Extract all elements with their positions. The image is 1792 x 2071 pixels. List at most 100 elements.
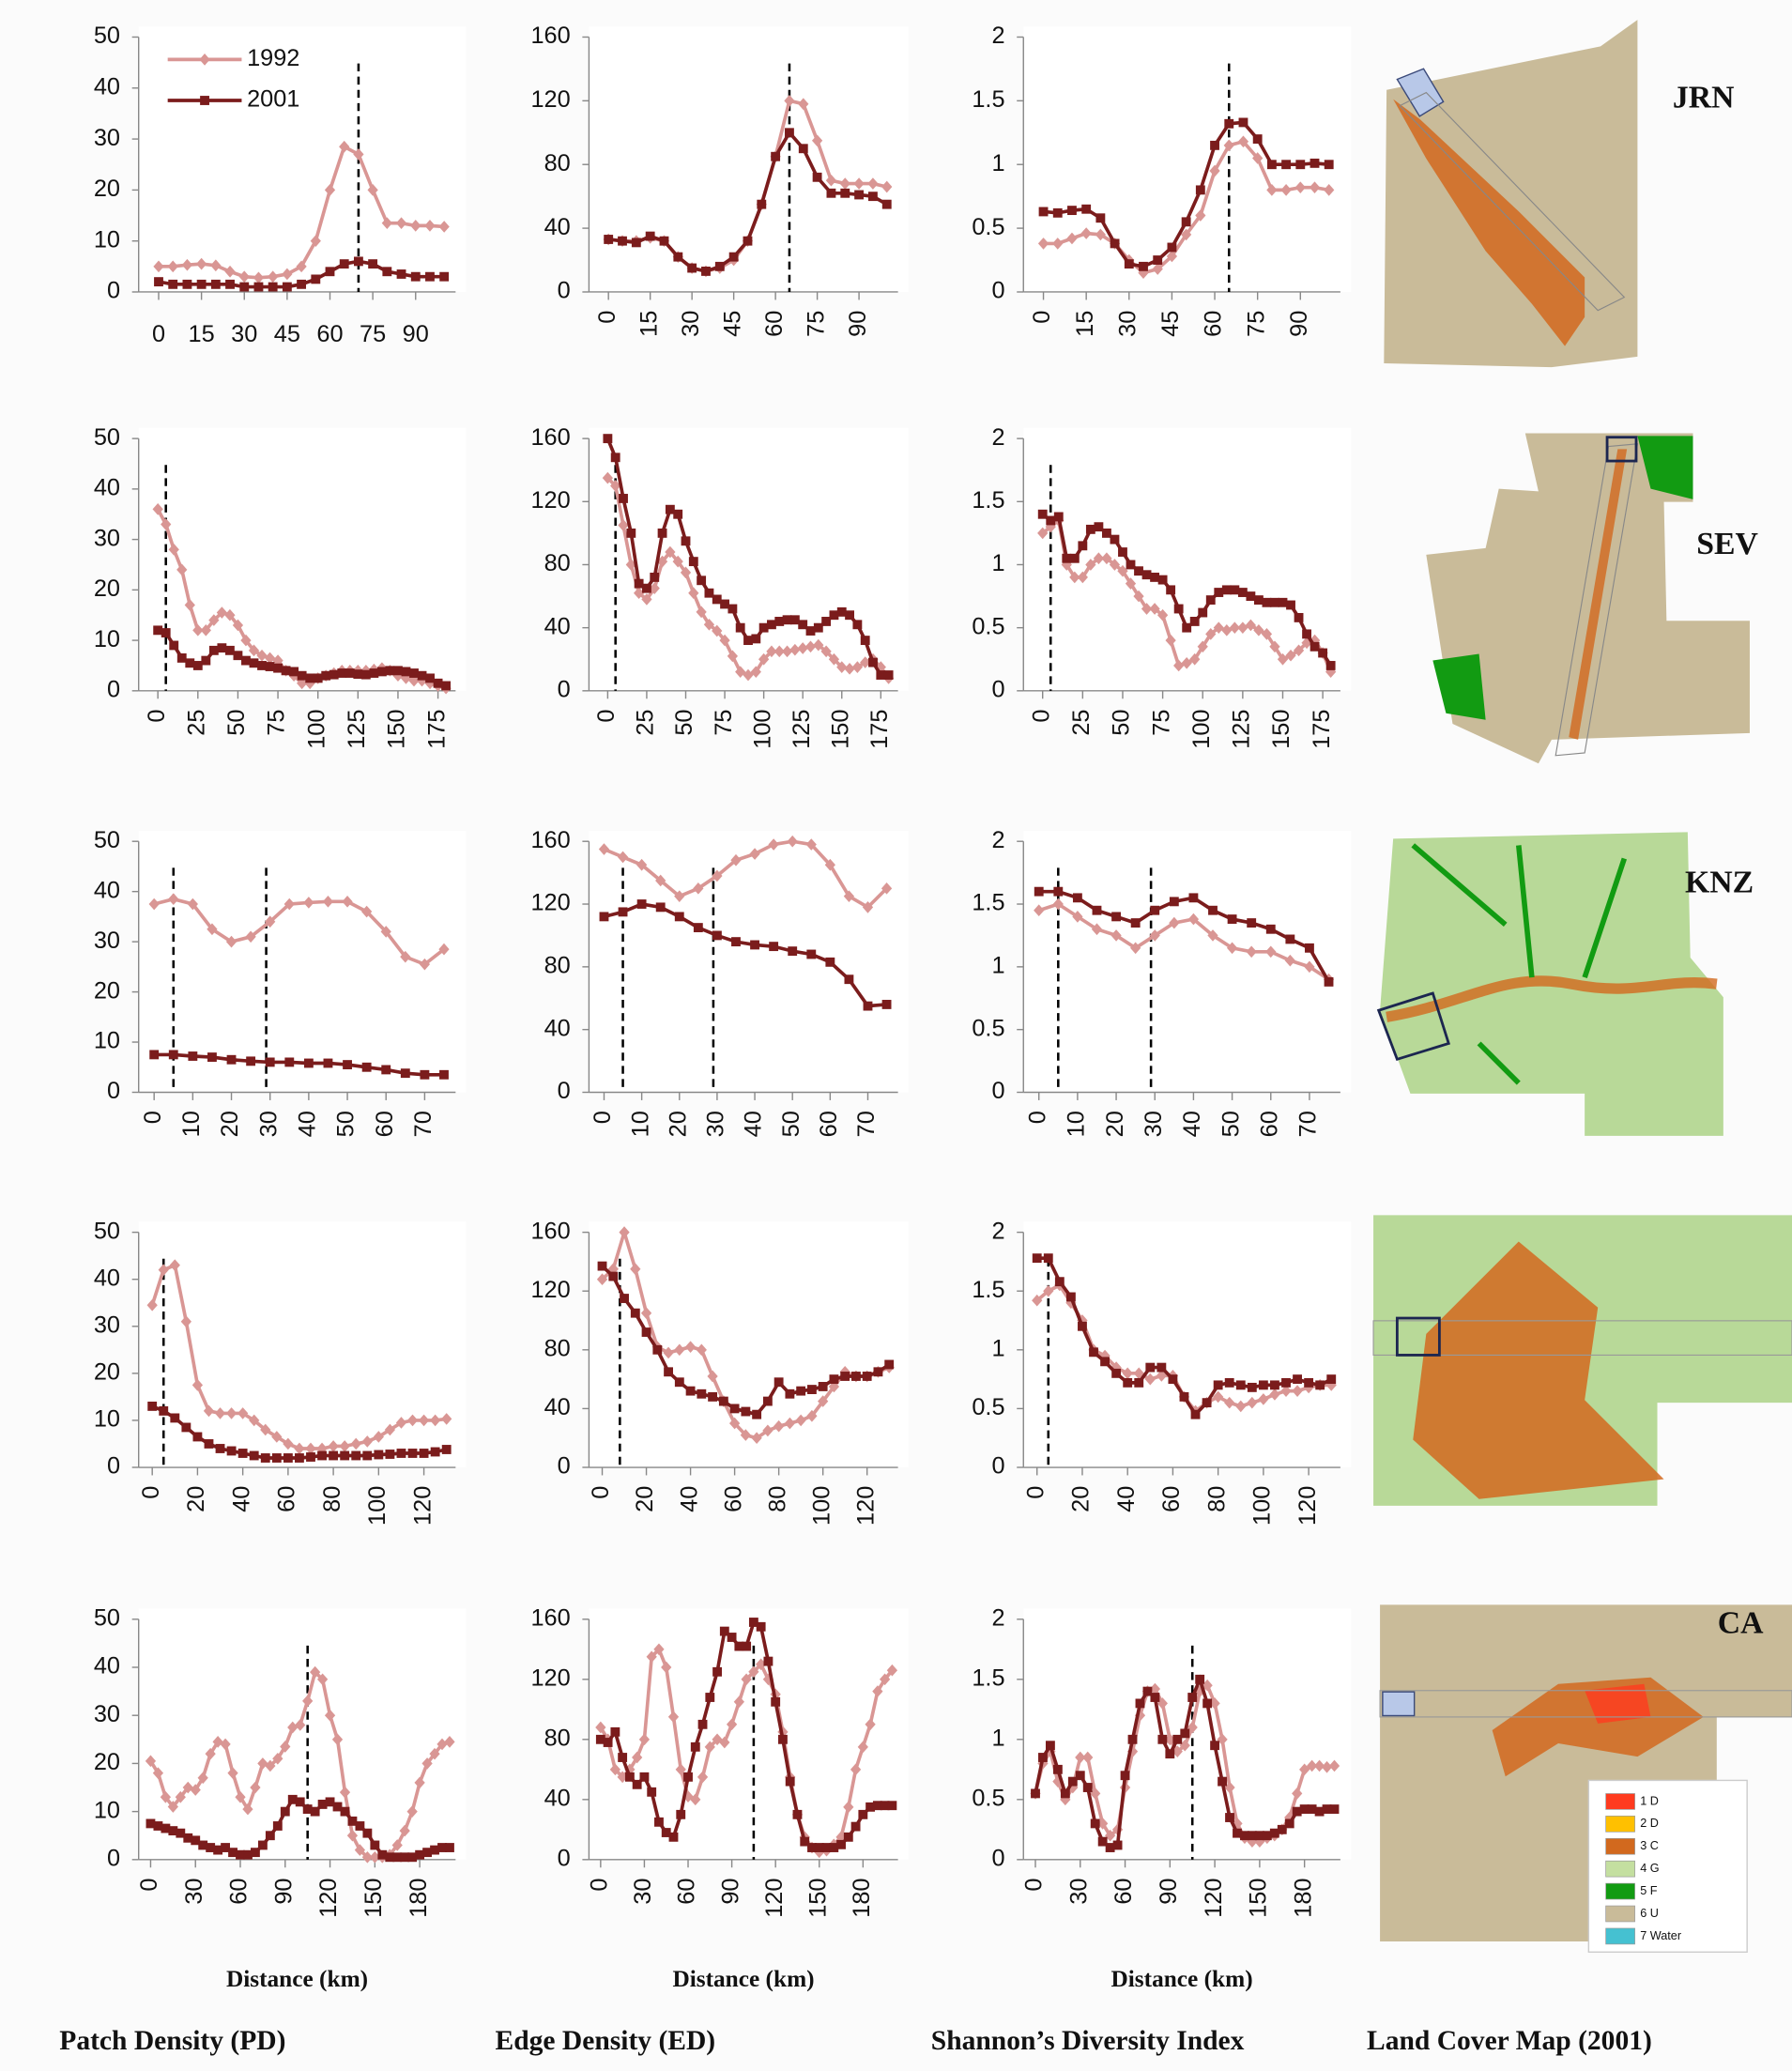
x-tick-label: 15 xyxy=(189,321,215,347)
column-title: Patch Density (PD) xyxy=(59,2026,285,2056)
y-tick-label: 1.5 xyxy=(972,1664,1004,1691)
marker xyxy=(420,1449,429,1458)
x-tick-label: 175 xyxy=(1309,710,1335,749)
marker xyxy=(736,623,745,633)
x-tick-label: 40 xyxy=(676,1486,702,1512)
x-tick-label: 180 xyxy=(1290,1879,1316,1918)
marker xyxy=(168,280,177,289)
x-tick-label: 125 xyxy=(344,710,370,749)
marker xyxy=(282,666,291,675)
marker xyxy=(409,668,419,678)
marker xyxy=(153,625,162,635)
y-tick-label: 30 xyxy=(94,928,120,954)
marker xyxy=(632,238,641,247)
marker xyxy=(851,1372,861,1381)
map-label: CA xyxy=(1718,1606,1764,1641)
x-tick-label: 40 xyxy=(1113,1486,1140,1512)
y-tick-label: 30 xyxy=(94,1701,120,1727)
x-tick-label: 75 xyxy=(264,710,290,736)
marker xyxy=(664,1367,673,1376)
marker xyxy=(182,280,191,289)
x-tick-label: 70 xyxy=(410,1111,437,1137)
map-legend-swatch xyxy=(1606,1928,1635,1944)
y-tick-label: 0 xyxy=(107,677,120,703)
marker xyxy=(642,1327,651,1337)
y-tick-label: 40 xyxy=(94,1653,120,1680)
plot-area xyxy=(1023,831,1351,1093)
marker xyxy=(1110,535,1120,545)
marker xyxy=(402,667,411,676)
x-tick-label: 60 xyxy=(274,1486,300,1512)
marker xyxy=(326,267,335,276)
y-tick-label: 160 xyxy=(530,1604,570,1631)
marker xyxy=(1228,914,1237,924)
x-tick-label: 20 xyxy=(1102,1111,1128,1137)
marker xyxy=(1044,1253,1053,1263)
x-tick-label: 30 xyxy=(1141,1111,1167,1137)
marker xyxy=(863,1372,872,1381)
marker xyxy=(769,942,778,951)
marker xyxy=(441,682,451,691)
marker xyxy=(697,1389,706,1399)
y-tick-label: 50 xyxy=(94,1218,120,1244)
marker xyxy=(1078,541,1087,550)
x-tick-label: 45 xyxy=(719,311,745,337)
y-tick-label: 40 xyxy=(544,1015,571,1041)
marker xyxy=(314,673,323,683)
y-tick-label: 2 xyxy=(991,1604,1004,1631)
y-tick-label: 0.5 xyxy=(972,1786,1004,1812)
marker xyxy=(185,658,194,667)
x-tick-label: 150 xyxy=(384,710,410,749)
marker xyxy=(211,280,221,289)
y-tick-label: 20 xyxy=(94,176,120,202)
marker xyxy=(386,666,395,675)
marker xyxy=(799,144,808,153)
marker xyxy=(289,667,299,676)
marker xyxy=(1034,887,1044,897)
marker xyxy=(188,1051,197,1061)
x-tick-label: 40 xyxy=(741,1111,767,1137)
marker xyxy=(1150,906,1159,915)
x-tick-label: 90 xyxy=(845,311,871,337)
x-tick-label: 50 xyxy=(223,710,250,736)
y-tick-label: 50 xyxy=(94,424,120,451)
y-tick-label: 120 xyxy=(530,1664,570,1691)
x-tick-label: 30 xyxy=(1065,1879,1092,1905)
marker xyxy=(1310,159,1320,168)
marker xyxy=(1263,598,1272,607)
marker xyxy=(418,671,427,681)
column-title: Shannon’s Diversity Index xyxy=(931,2026,1245,2056)
marker xyxy=(861,636,870,645)
x-tick-label: 100 xyxy=(1249,1486,1276,1526)
marker xyxy=(1239,118,1248,128)
y-tick-label: 160 xyxy=(530,424,570,451)
marker xyxy=(1270,1380,1279,1389)
x-tick-label: 125 xyxy=(1229,710,1255,749)
marker xyxy=(370,1841,379,1850)
y-tick-label: 50 xyxy=(94,1604,120,1631)
x-tick-label: 0 xyxy=(587,1879,613,1892)
marker xyxy=(731,937,741,946)
marker xyxy=(1150,573,1159,582)
x-tick-label: 50 xyxy=(1218,1111,1244,1137)
marker xyxy=(1142,570,1152,579)
map-label: KNZ xyxy=(1685,865,1754,899)
x-tick-label: 90 xyxy=(1156,1879,1182,1905)
marker xyxy=(647,1787,656,1797)
marker xyxy=(1304,1378,1313,1388)
y-tick-label: 1.5 xyxy=(972,1277,1004,1303)
marker xyxy=(750,941,759,950)
marker xyxy=(682,536,691,545)
marker xyxy=(1078,1322,1087,1331)
x-tick-label: 120 xyxy=(1201,1879,1227,1918)
x-tick-label: 0 xyxy=(588,1486,614,1499)
marker xyxy=(1279,598,1288,607)
map-legend-label: 4 G xyxy=(1640,1862,1659,1875)
marker xyxy=(1031,1788,1040,1798)
x-tick-label: 30 xyxy=(255,1111,282,1137)
marker xyxy=(298,671,307,681)
x-tick-label: 45 xyxy=(274,321,300,347)
marker xyxy=(369,668,378,678)
marker xyxy=(227,1055,237,1065)
marker xyxy=(757,1622,766,1632)
